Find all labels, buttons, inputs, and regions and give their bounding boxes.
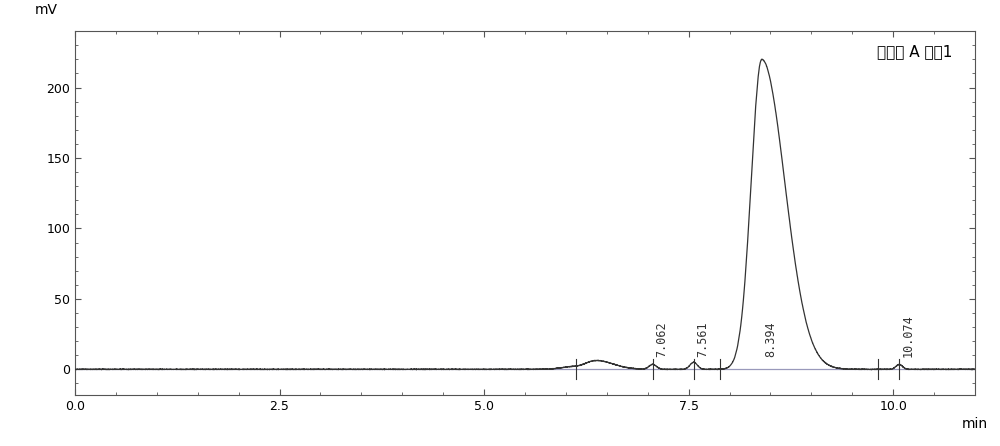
X-axis label: min: min bbox=[962, 417, 988, 430]
Text: 检测器 A 通道1: 检测器 A 通道1 bbox=[877, 44, 952, 59]
Text: 10.074: 10.074 bbox=[902, 314, 915, 357]
Text: 7.561: 7.561 bbox=[696, 322, 709, 357]
Text: 8.394: 8.394 bbox=[764, 322, 777, 357]
Y-axis label: mV: mV bbox=[35, 3, 58, 17]
Text: 7.062: 7.062 bbox=[655, 322, 668, 357]
